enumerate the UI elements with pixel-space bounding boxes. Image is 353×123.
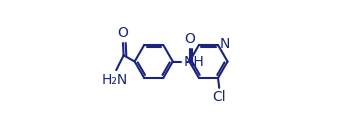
Text: O: O xyxy=(117,26,128,40)
Text: O: O xyxy=(184,32,195,46)
Text: Cl: Cl xyxy=(213,90,226,104)
Text: N: N xyxy=(220,37,230,51)
Text: H₂N: H₂N xyxy=(102,73,128,87)
Text: NH: NH xyxy=(183,54,204,69)
